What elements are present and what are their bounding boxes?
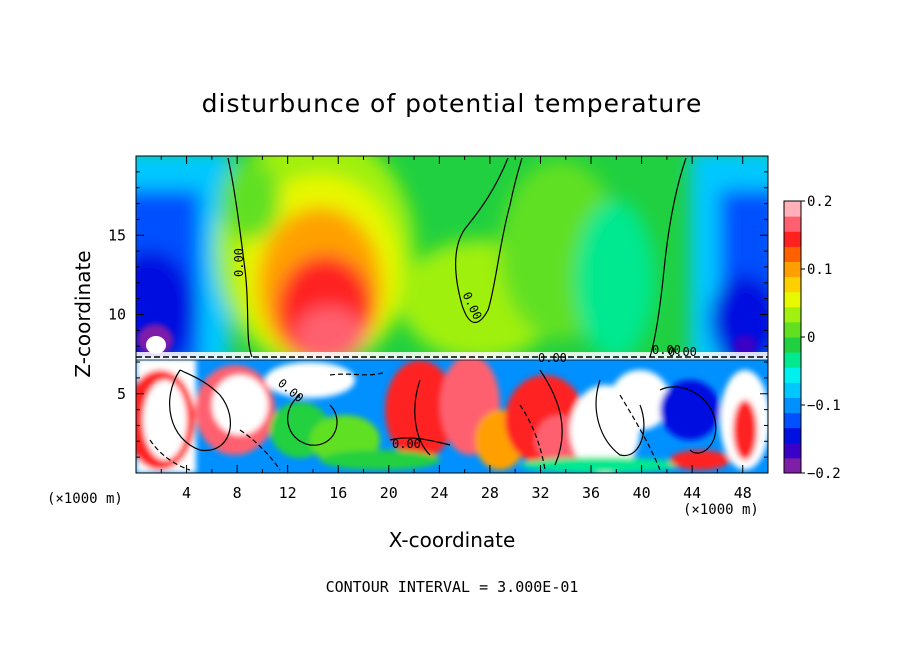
colorbar-swatch [784,457,801,474]
x-tick-label: 12 [279,484,297,502]
y-tick-label: 15 [108,226,126,244]
colorbar-swatch [784,337,801,353]
x-axis: 4 8 12 16 20 24 28 32 36 40 44 48 [160,156,769,502]
x-tick-label: 44 [683,484,701,502]
colorbar-swatch [784,246,801,262]
contour-label: 0.00 [538,351,567,365]
colorbar-tick-label: 0.1 [807,262,832,278]
colorbar-tick-label: 0.2 [807,194,832,210]
colorbar-swatch [784,291,801,308]
y-axis: 5 10 15 [108,171,768,458]
x-tick-label: 36 [582,484,600,502]
colorbar-swatch [784,397,801,414]
colorbar-swatch [784,321,801,338]
contour-label: 0.00 [652,343,681,357]
colorbar-swatch [784,216,801,232]
x-tick-label: 16 [329,484,347,502]
contour-label: 0.00 [232,248,246,277]
colorbar-swatch [784,412,801,429]
x-tick-label: 8 [233,484,242,502]
contour-interval-note: CONTOUR INTERVAL = 3.000E-01 [326,578,579,596]
colorbar-tick-label: −0.2 [807,466,841,482]
colorbar-swatch [784,276,801,293]
x-tick-label: 40 [633,484,651,502]
colorbar-swatch [784,427,801,444]
colorbar: 0.2 0.1 0 −0.1 −0.2 [783,194,841,482]
colorbar-swatch [784,382,801,398]
contour-label: 0.00 [392,437,421,451]
y-tick-label: 5 [117,385,126,403]
x-tick-label: 28 [481,484,499,502]
colorbar-tick-label: 0 [807,330,815,346]
chart-title: disturbunce of potential temperature [202,89,703,118]
colorbar-swatch [784,231,801,247]
contour-lines [149,157,717,471]
heatmap-field [136,156,768,473]
colorbar-swatch [784,261,801,278]
colorbar-swatch [784,367,801,383]
colorbar-swatch [784,306,801,323]
x-tick-label: 48 [734,484,752,502]
y-tick-label: 10 [108,306,126,324]
contour-label: 0.00 [668,345,697,359]
x-axis-label: X-coordinate [389,528,516,552]
x-tick-label: 24 [430,484,448,502]
colorbar-tick-label: −0.1 [807,398,841,414]
x-unit-left: (×1000 m) [47,491,123,507]
colorbar-swatch [784,352,801,368]
x-tick-label: 32 [531,484,549,502]
x-unit-right: (×1000 m) [683,502,759,518]
colorbar-swatch [784,201,801,217]
y-axis-label: Z-coordinate [71,250,95,377]
x-tick-label: 20 [380,484,398,502]
x-tick-label: 4 [182,484,191,502]
colorbar-swatch [784,442,801,459]
